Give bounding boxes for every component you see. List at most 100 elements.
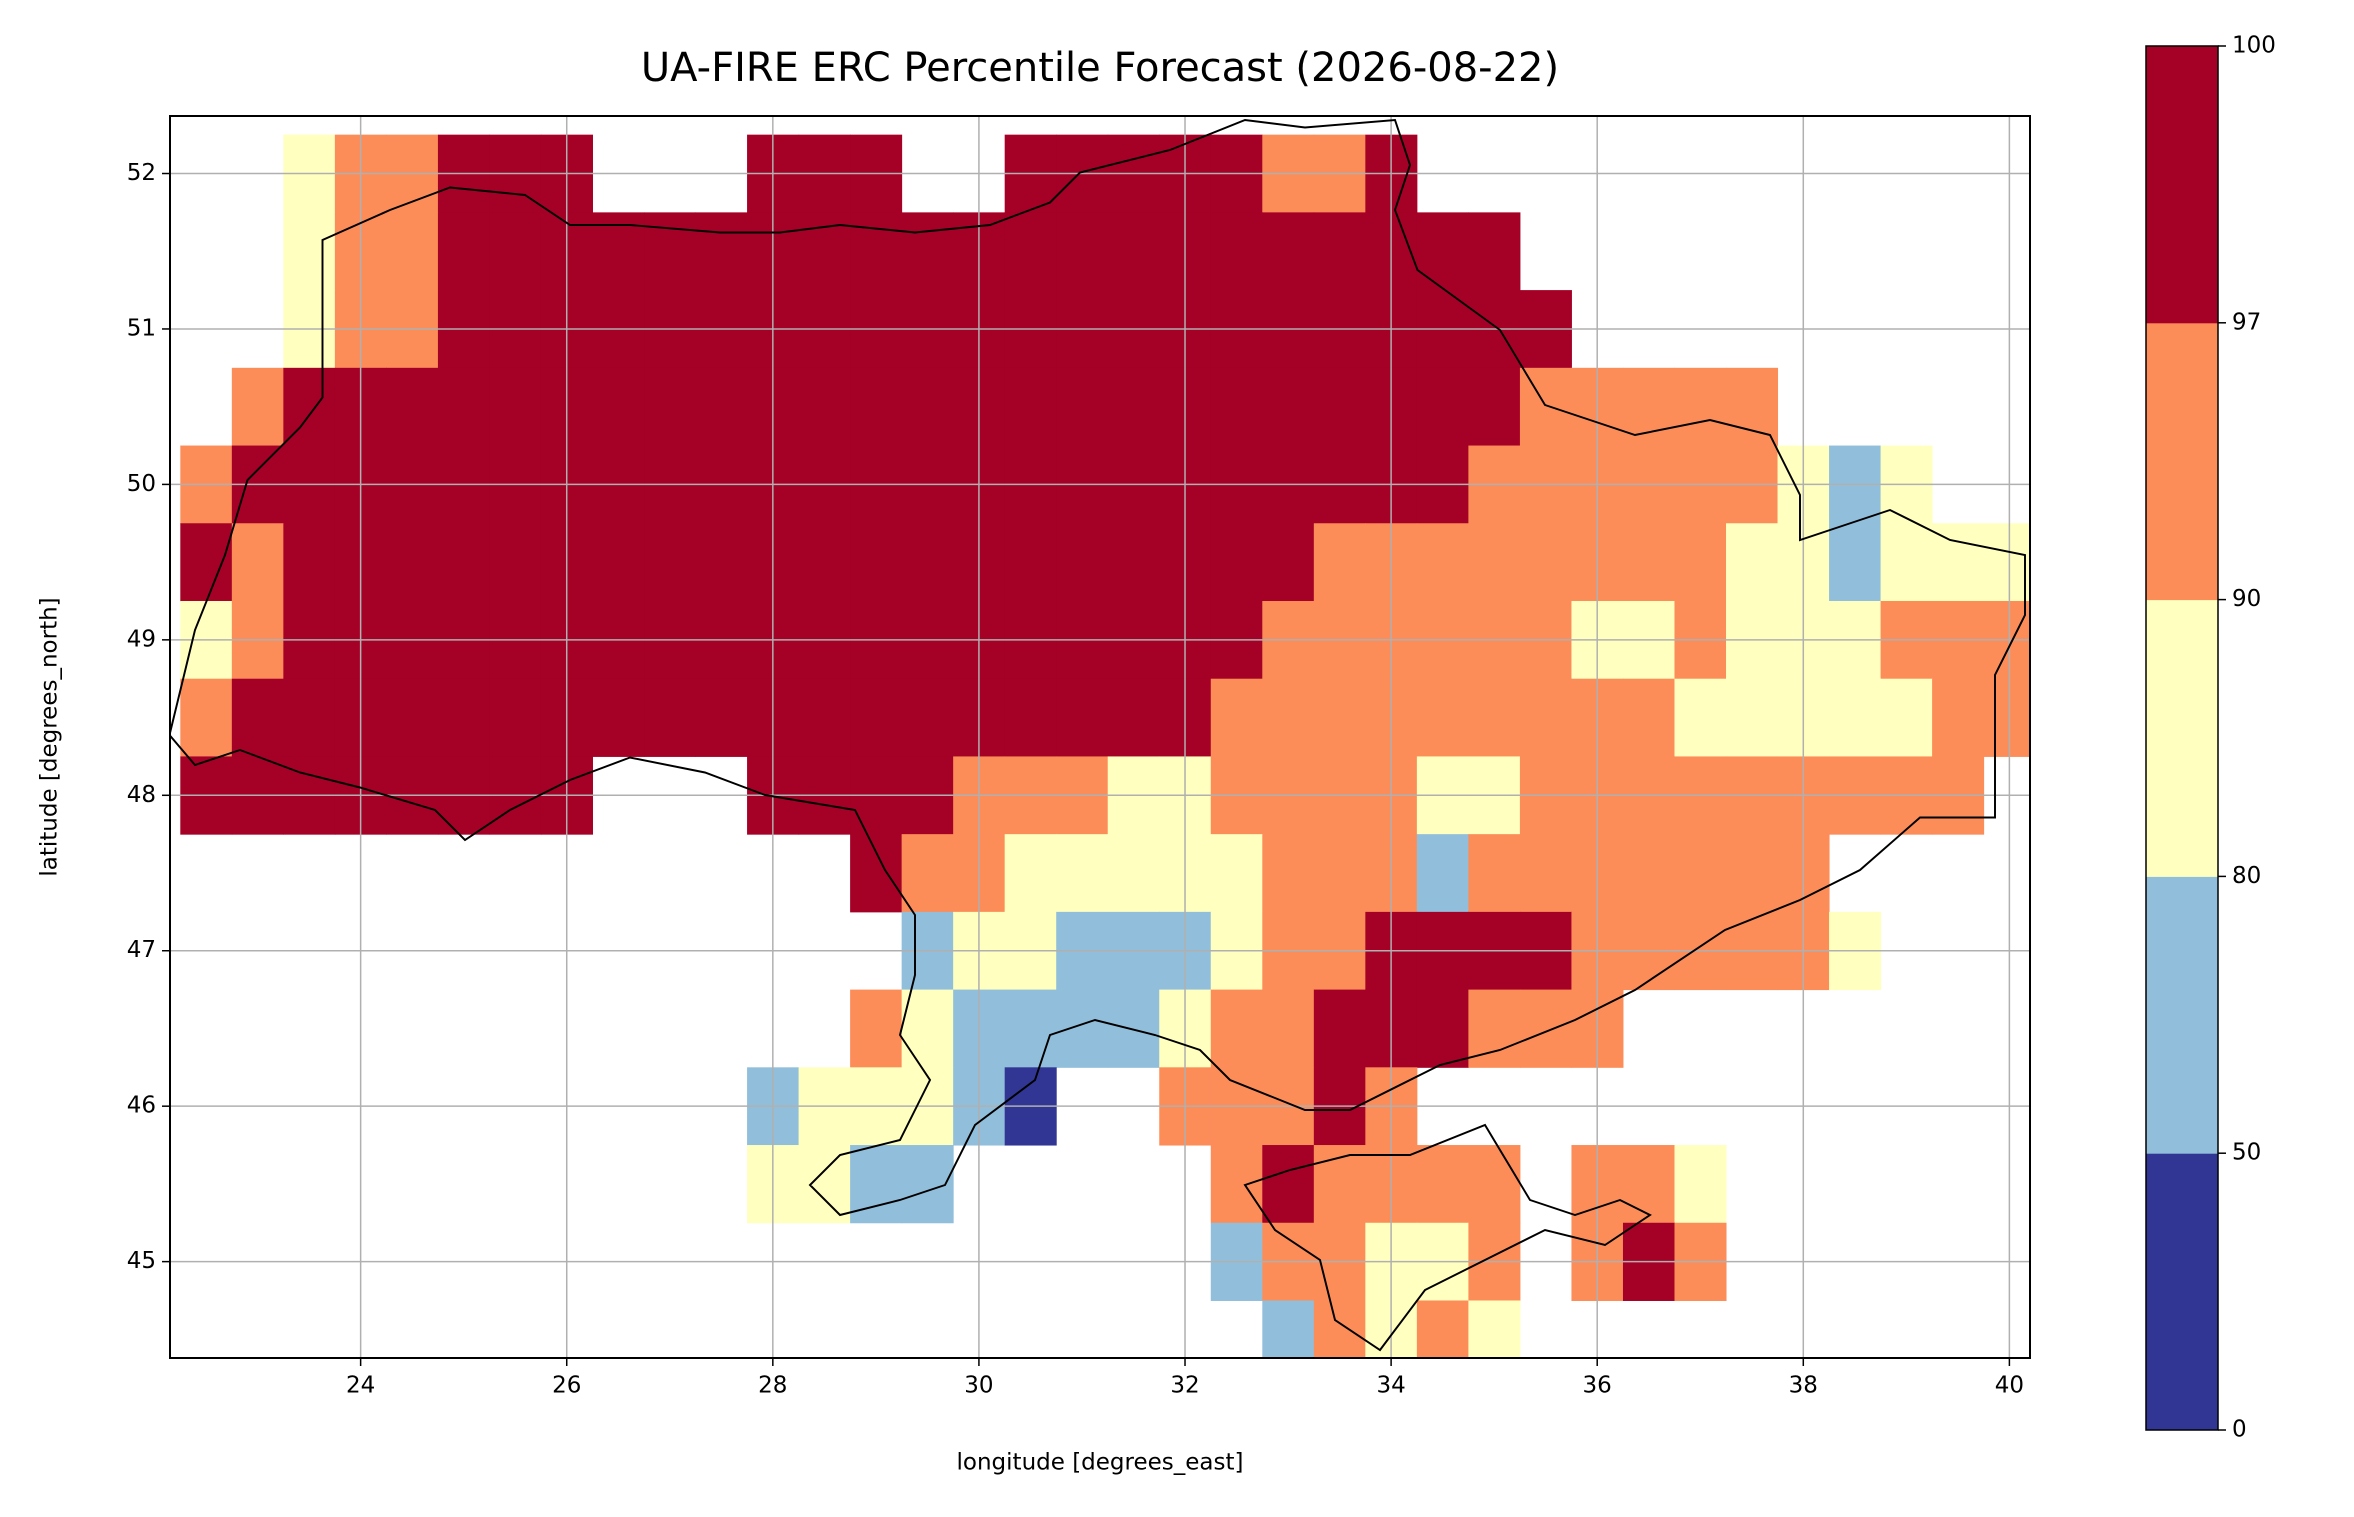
x-tick-label: 40 [1995, 1373, 2024, 1399]
cell [437, 678, 490, 757]
cell [1416, 1145, 1469, 1224]
y-tick-label: 49 [127, 626, 156, 652]
cell [850, 367, 903, 447]
cell [850, 212, 903, 291]
cell [901, 523, 954, 602]
cell [1622, 1145, 1675, 1224]
cell [1468, 523, 1521, 602]
cell [1210, 367, 1263, 447]
y-tick-label: 46 [127, 1093, 156, 1119]
cell [1313, 212, 1366, 291]
cell [1674, 834, 1727, 913]
x-tick-label: 26 [552, 1373, 581, 1399]
cell [1056, 989, 1109, 1068]
cell [1416, 989, 1469, 1068]
cell [1726, 523, 1779, 602]
cell [1262, 989, 1315, 1068]
x-tick-label: 30 [964, 1373, 993, 1399]
x-tick-label: 28 [758, 1373, 787, 1399]
cell [592, 523, 645, 602]
cell [386, 523, 439, 602]
borders [170, 118, 2026, 1352]
cell [1004, 989, 1057, 1068]
grid [170, 116, 2030, 1358]
cell [437, 523, 490, 602]
colorbar-frame [2145, 45, 2219, 1431]
cell [1416, 1300, 1469, 1358]
cell [798, 678, 851, 757]
colorbar-tick-label: 97 [2232, 309, 2261, 335]
cell [386, 678, 439, 757]
cell [1416, 523, 1469, 602]
cell [901, 678, 954, 757]
cell [901, 367, 954, 447]
cell [489, 523, 542, 602]
cell [1829, 678, 1882, 757]
cell [283, 678, 336, 757]
cell [1056, 367, 1109, 447]
cell [283, 367, 336, 447]
cell [437, 367, 490, 447]
cell [1262, 212, 1315, 291]
cell [1313, 523, 1366, 602]
cell [1519, 989, 1572, 1068]
cell [1056, 523, 1109, 602]
y-tick-label: 52 [127, 160, 156, 186]
colorbar-tick-label: 80 [2232, 863, 2261, 889]
cell [1210, 678, 1263, 757]
y-tick-label: 47 [127, 937, 156, 963]
cell [850, 834, 903, 913]
cell [1416, 678, 1469, 757]
cell [644, 678, 697, 757]
cell [180, 523, 233, 602]
x-tick-label: 32 [1170, 1373, 1199, 1399]
cell [1262, 1145, 1315, 1224]
colorbar-tick-label: 100 [2232, 33, 2276, 59]
cell [1107, 212, 1160, 291]
cell [1004, 523, 1057, 602]
cell [1622, 834, 1675, 913]
cell [1468, 1145, 1521, 1224]
cell [1519, 523, 1572, 602]
cell [1313, 678, 1366, 757]
cell [1674, 1145, 1727, 1224]
cell [386, 212, 439, 291]
cell [798, 523, 851, 602]
cell [1262, 678, 1315, 757]
cell [489, 678, 542, 757]
cell [231, 678, 284, 757]
cell [1519, 678, 1572, 757]
cell [1416, 212, 1469, 291]
cell [1210, 523, 1263, 602]
cell [180, 678, 233, 757]
colorbar-bin [2146, 322, 2218, 601]
x-tick-label: 38 [1789, 1373, 1818, 1399]
cell [1210, 989, 1263, 1068]
cell [1004, 367, 1057, 447]
cell [1468, 367, 1521, 447]
cell [1262, 523, 1315, 602]
cell [850, 1145, 903, 1224]
cell [1056, 212, 1109, 291]
cell [1107, 367, 1160, 447]
cell [231, 523, 284, 602]
country-outline [170, 118, 2026, 1352]
cell [1880, 523, 1933, 602]
cell [850, 989, 903, 1068]
cell [1107, 523, 1160, 602]
cell [1004, 678, 1057, 757]
cell [1519, 834, 1572, 913]
cell [1210, 834, 1263, 913]
cell [1004, 212, 1057, 291]
y-tick-label: 45 [127, 1248, 156, 1274]
cell [1726, 834, 1779, 913]
cell [695, 678, 748, 757]
cell [1932, 678, 1985, 757]
y-axis-label: latitude [degrees_north] [37, 597, 63, 876]
cell [1880, 678, 1933, 757]
y-tick-label: 50 [127, 471, 156, 497]
cell [1622, 523, 1675, 602]
cell [644, 212, 697, 291]
colorbar-bin [2146, 876, 2218, 1154]
colorbar-tick-label: 50 [2232, 1140, 2261, 1166]
